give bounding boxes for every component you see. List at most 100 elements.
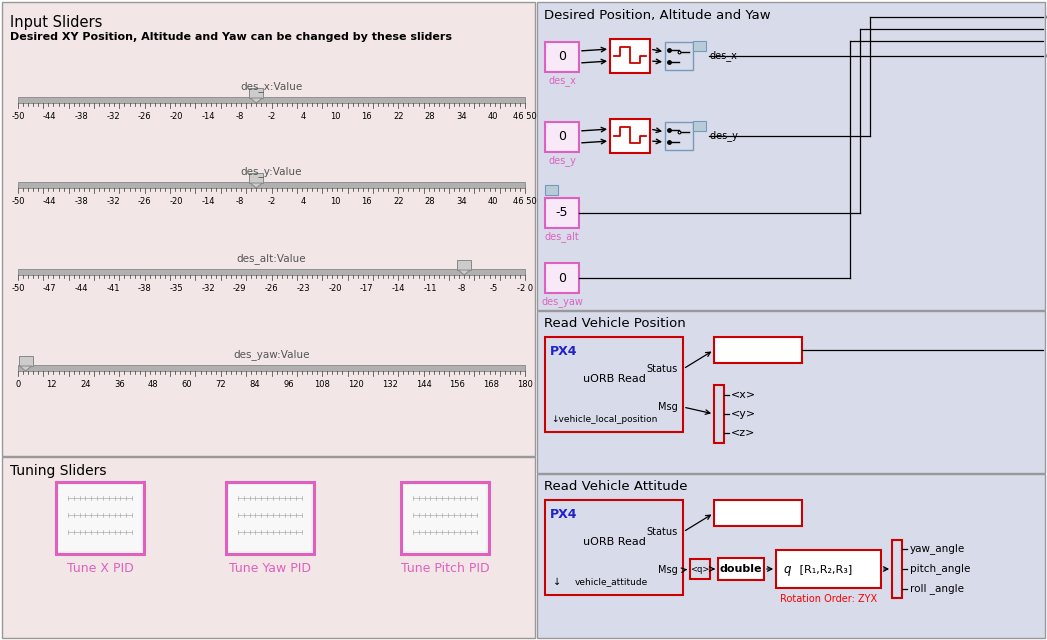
FancyBboxPatch shape <box>776 550 881 588</box>
Text: -50: -50 <box>12 112 25 121</box>
FancyBboxPatch shape <box>2 2 535 456</box>
Text: 22: 22 <box>393 197 403 206</box>
Text: -29: -29 <box>233 284 246 293</box>
Text: -5: -5 <box>489 284 497 293</box>
Text: Tune Yaw PID: Tune Yaw PID <box>229 562 311 575</box>
Text: 16: 16 <box>361 197 372 206</box>
Text: des_alt: des_alt <box>544 231 579 242</box>
Text: 84: 84 <box>249 380 260 389</box>
Text: Tune X PID: Tune X PID <box>67 562 133 575</box>
Text: -44: -44 <box>43 197 57 206</box>
Text: -8: -8 <box>236 112 244 121</box>
Text: -8: -8 <box>236 197 244 206</box>
Text: 16: 16 <box>361 112 372 121</box>
FancyBboxPatch shape <box>249 88 263 98</box>
Text: ↓: ↓ <box>553 577 561 587</box>
FancyBboxPatch shape <box>545 42 579 72</box>
Text: 34: 34 <box>456 197 467 206</box>
Text: Status: Status <box>647 527 678 537</box>
Text: <q>: <q> <box>690 564 710 573</box>
Text: des_y: des_y <box>548 155 576 166</box>
Text: -44: -44 <box>43 112 57 121</box>
Text: 40: 40 <box>488 197 498 206</box>
Polygon shape <box>20 366 31 371</box>
Text: -38: -38 <box>74 197 88 206</box>
FancyBboxPatch shape <box>537 2 1045 310</box>
Polygon shape <box>250 98 263 103</box>
Text: -26: -26 <box>138 112 152 121</box>
Text: 132: 132 <box>382 380 398 389</box>
Text: 96: 96 <box>283 380 294 389</box>
FancyBboxPatch shape <box>718 558 764 580</box>
Text: Desired Position, Altitude and Yaw: Desired Position, Altitude and Yaw <box>544 9 771 22</box>
Text: 40: 40 <box>488 112 498 121</box>
FancyBboxPatch shape <box>229 485 311 551</box>
FancyBboxPatch shape <box>545 185 558 195</box>
FancyBboxPatch shape <box>690 559 710 579</box>
Text: 46 50: 46 50 <box>513 197 537 206</box>
FancyBboxPatch shape <box>18 365 525 371</box>
Text: des_y: des_y <box>710 131 744 141</box>
FancyBboxPatch shape <box>401 482 489 554</box>
FancyBboxPatch shape <box>18 182 525 188</box>
Text: -38: -38 <box>74 112 88 121</box>
Text: Status: Status <box>647 364 678 374</box>
Text: double: double <box>719 564 762 574</box>
Text: Msg: Msg <box>659 565 678 575</box>
Text: -35: -35 <box>170 284 183 293</box>
FancyBboxPatch shape <box>249 173 263 183</box>
Text: 34: 34 <box>456 112 467 121</box>
Text: PX4: PX4 <box>550 345 578 358</box>
Text: 108: 108 <box>314 380 330 389</box>
Text: 0: 0 <box>16 380 21 389</box>
Text: <x>: <x> <box>731 390 756 400</box>
Text: [R₁,R₂,R₃]: [R₁,R₂,R₃] <box>796 564 852 574</box>
Text: Desired XY Position, Altitude and Yaw can be changed by these sliders: Desired XY Position, Altitude and Yaw ca… <box>10 32 452 42</box>
FancyBboxPatch shape <box>2 457 535 638</box>
Text: -50: -50 <box>12 284 25 293</box>
Text: -8: -8 <box>458 284 466 293</box>
FancyBboxPatch shape <box>226 482 314 554</box>
Text: -2: -2 <box>267 112 275 121</box>
Text: 0: 0 <box>558 131 566 143</box>
Text: -44: -44 <box>74 284 88 293</box>
Text: -50: -50 <box>12 197 25 206</box>
Text: 36: 36 <box>114 380 125 389</box>
Text: -20: -20 <box>170 197 183 206</box>
Text: 168: 168 <box>484 380 499 389</box>
Text: Msg: Msg <box>659 402 678 412</box>
Text: -32: -32 <box>106 197 119 206</box>
Text: des_yaw: des_yaw <box>541 296 583 307</box>
Text: -26: -26 <box>138 197 152 206</box>
Text: Rotation Order: ZYX: Rotation Order: ZYX <box>780 594 877 604</box>
Text: -14: -14 <box>201 197 215 206</box>
FancyBboxPatch shape <box>714 337 802 363</box>
Text: 10: 10 <box>330 197 340 206</box>
Text: 0: 0 <box>558 51 566 63</box>
FancyBboxPatch shape <box>545 500 683 595</box>
Text: 0: 0 <box>558 271 566 285</box>
Text: -20: -20 <box>170 112 183 121</box>
Text: vehicle_attitude: vehicle_attitude <box>575 577 648 586</box>
Text: Tune Pitch PID: Tune Pitch PID <box>401 562 489 575</box>
FancyBboxPatch shape <box>545 198 579 228</box>
Text: des_x:Value: des_x:Value <box>241 81 303 92</box>
Text: Read Vehicle Attitude: Read Vehicle Attitude <box>544 480 688 493</box>
Text: 180: 180 <box>517 380 533 389</box>
FancyBboxPatch shape <box>665 122 693 150</box>
Text: 144: 144 <box>416 380 431 389</box>
Text: des_y:Value: des_y:Value <box>241 166 303 177</box>
Text: 46 50: 46 50 <box>513 112 537 121</box>
Text: 12: 12 <box>46 380 57 389</box>
Text: -2: -2 <box>267 197 275 206</box>
FancyBboxPatch shape <box>458 260 471 270</box>
Polygon shape <box>459 270 470 275</box>
Polygon shape <box>250 183 263 188</box>
Text: 60: 60 <box>182 380 193 389</box>
Text: -20: -20 <box>328 284 341 293</box>
Text: 22: 22 <box>393 112 403 121</box>
FancyBboxPatch shape <box>892 540 903 598</box>
Text: ↓vehicle_local_position: ↓vehicle_local_position <box>551 415 658 424</box>
Text: roll _angle: roll _angle <box>910 584 964 595</box>
Text: <y>: <y> <box>731 409 756 419</box>
